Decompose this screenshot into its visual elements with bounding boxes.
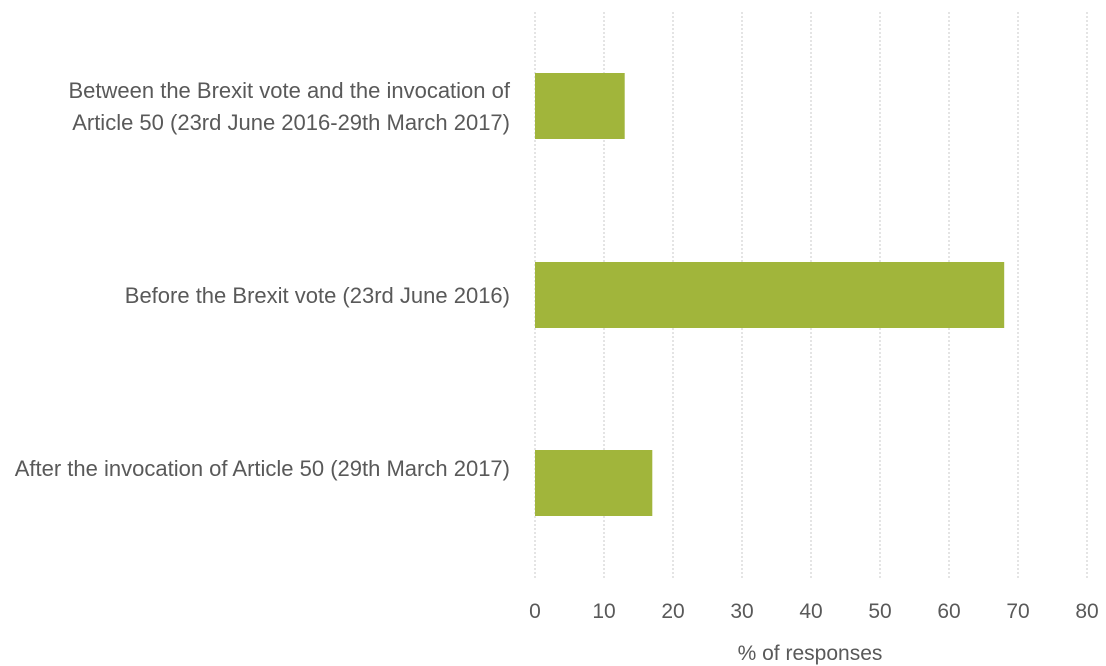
x-tick-label: 70: [1006, 600, 1029, 623]
x-tick-label: 10: [592, 600, 615, 623]
category-label: After the invocation of Article 50 (29th…: [14, 456, 510, 481]
bar: [535, 262, 1005, 328]
category-label: Before the Brexit vote (23rd June 2016): [124, 283, 510, 308]
x-tick-label: 80: [1075, 600, 1098, 623]
x-tick-label: 30: [730, 600, 753, 623]
x-tick-label: 0: [529, 600, 541, 623]
bar: [535, 73, 625, 139]
category-label: Between the Brexit vote and the invocati…: [68, 78, 510, 135]
bar: [535, 450, 653, 516]
bars: [535, 73, 1005, 516]
x-tick-label: 40: [799, 600, 822, 623]
x-tick-label: 60: [937, 600, 960, 623]
x-tick-label: 20: [661, 600, 684, 623]
x-tick-labels: 0 10 20 30 40 50 60 70 80: [529, 600, 1099, 623]
x-tick-label: 50: [868, 600, 891, 623]
x-axis-title: % of responses: [738, 642, 883, 665]
